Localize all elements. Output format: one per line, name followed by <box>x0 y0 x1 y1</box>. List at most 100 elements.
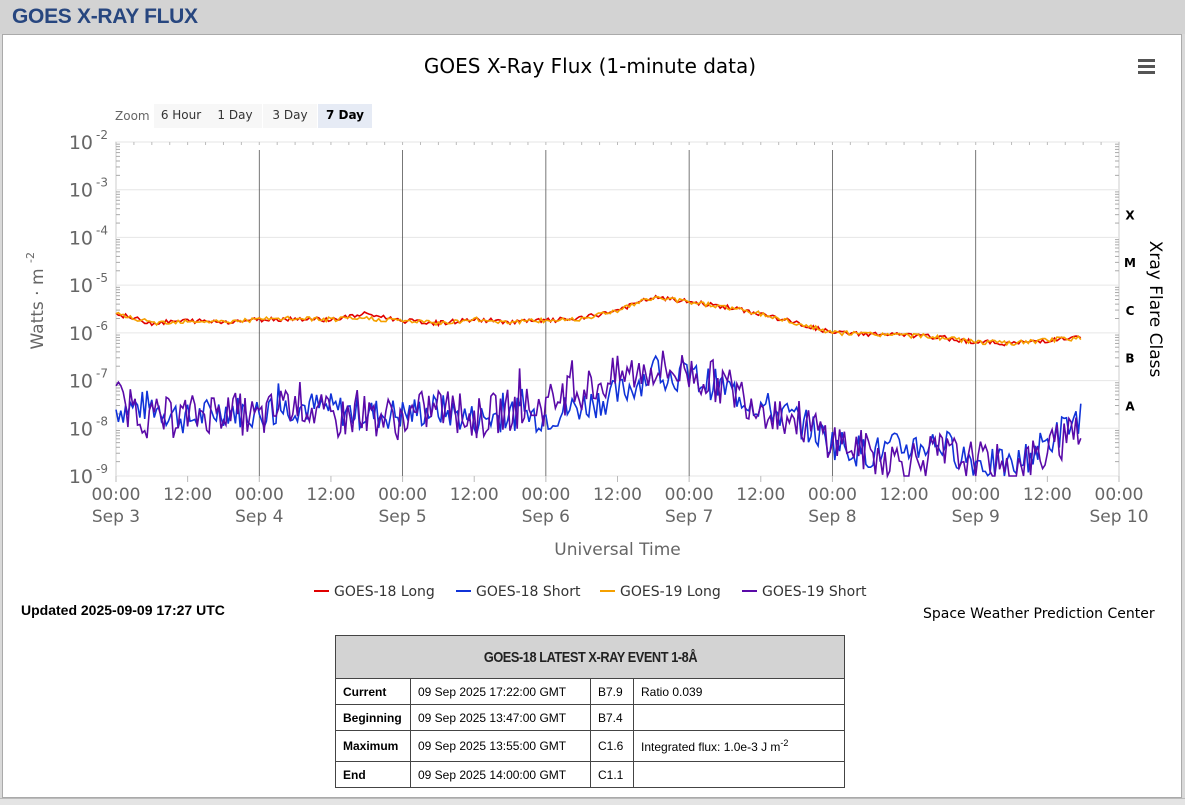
row-time: 09 Sep 2025 13:55:00 GMT <box>410 730 591 762</box>
y-tick-label: 10 <box>69 418 93 440</box>
legend-swatch <box>742 590 757 592</box>
row-class: C1.1 <box>590 761 634 788</box>
chart-menu-icon[interactable] <box>1138 59 1158 77</box>
legend-goes19-long[interactable]: GOES-19 Long <box>600 584 721 600</box>
x-tick-time: 00:00 <box>378 485 427 505</box>
credit-text: Space Weather Prediction Center <box>923 606 1155 622</box>
legend-label: GOES-19 Long <box>620 584 721 600</box>
y-axis-title-exponent: -2 <box>24 252 37 263</box>
event-table-title-text: GOES-18 LATEST X-RAY EVENT 1-8Å <box>483 648 697 666</box>
page-title: GOES X-RAY FLUX <box>12 5 198 28</box>
row-class: B7.9 <box>590 678 634 705</box>
x-tick-time: 00:00 <box>808 485 857 505</box>
table-row: Beginning 09 Sep 2025 13:47:00 GMT B7.4 <box>335 704 845 731</box>
table-row: End 09 Sep 2025 14:00:00 GMT C1.1 <box>335 761 845 788</box>
y-tick-label: 10 <box>69 180 93 202</box>
y-tick-label: 10 <box>69 466 93 488</box>
legend-label: GOES-19 Short <box>762 584 867 600</box>
chart-title: GOES X-Ray Flux (1-minute data) <box>424 54 756 78</box>
flare-class-label: A <box>1125 399 1135 413</box>
xray-event-table: GOES-18 LATEST X-RAY EVENT 1-8Å Current … <box>335 635 845 788</box>
flare-class-label: M <box>1124 256 1136 270</box>
flare-class-label: C <box>1126 304 1135 318</box>
zoom-7-day-button[interactable]: 7 Day <box>318 104 372 128</box>
series-line-goes-19-short <box>115 350 1082 479</box>
event-table-title: GOES-18 LATEST X-RAY EVENT 1-8Å <box>335 635 845 679</box>
x-tick-time: 12:00 <box>880 485 929 505</box>
series-line-goes-18-long <box>115 294 1082 347</box>
table-row: Maximum 09 Sep 2025 13:55:00 GMT C1.6 In… <box>335 730 845 762</box>
y-tick-exponent: -8 <box>96 414 108 428</box>
legend-label: GOES-18 Long <box>334 584 435 600</box>
legend-goes18-short[interactable]: GOES-18 Short <box>456 584 581 600</box>
x-tick-time: 00:00 <box>665 485 714 505</box>
flare-class-label: B <box>1125 352 1134 366</box>
row-class: B7.4 <box>590 704 634 731</box>
row-time: 09 Sep 2025 13:47:00 GMT <box>410 704 591 731</box>
x-axis-title: Universal Time <box>554 540 680 560</box>
row-label: Maximum <box>335 730 411 762</box>
row-extra <box>633 761 845 788</box>
table-row: Current 09 Sep 2025 17:22:00 GMT B7.9 Ra… <box>335 678 845 705</box>
y-tick-label: 10 <box>69 227 93 249</box>
y-axis-title: Watts · m <box>28 268 48 349</box>
x-tick-time: 00:00 <box>951 485 1000 505</box>
x-tick-date: Sep 6 <box>522 507 570 527</box>
row-time: 09 Sep 2025 17:22:00 GMT <box>410 678 591 705</box>
zoom-3-day-button[interactable]: 3 Day <box>263 104 317 128</box>
y-tick-label: 10 <box>69 132 93 154</box>
zoom-label: Zoom <box>115 109 150 123</box>
row-label: Beginning <box>335 704 411 731</box>
updated-timestamp: Updated 2025-09-09 17:27 UTC <box>21 602 225 618</box>
series-line-goes-18-short <box>115 354 1082 477</box>
header-bar: GOES X-RAY FLUX <box>0 0 1185 34</box>
x-tick-time: 12:00 <box>593 485 642 505</box>
legend-swatch <box>600 590 615 592</box>
y-tick-exponent: -2 <box>96 128 108 142</box>
x-tick-time: 00:00 <box>92 485 141 505</box>
y-tick-exponent: -4 <box>96 223 108 237</box>
row-extra: Integrated flux: 1.0e-3 J m-2 <box>633 730 845 762</box>
y-tick-exponent: -7 <box>96 367 108 381</box>
legend-goes19-short[interactable]: GOES-19 Short <box>742 584 867 600</box>
legend-goes18-long[interactable]: GOES-18 Long <box>314 584 435 600</box>
legend-swatch <box>456 590 471 592</box>
zoom-1-day-button[interactable]: 1 Day <box>208 104 262 128</box>
x-tick-date: Sep 5 <box>378 507 426 527</box>
row-time: 09 Sep 2025 14:00:00 GMT <box>410 761 591 788</box>
x-tick-time: 12:00 <box>163 485 212 505</box>
row-class: C1.6 <box>590 730 634 762</box>
y-tick-exponent: -9 <box>96 462 108 476</box>
legend-swatch <box>314 590 329 592</box>
row-extra <box>633 704 845 731</box>
plot-area <box>115 141 1120 477</box>
x-tick-time: 00:00 <box>521 485 570 505</box>
x-tick-date: Sep 4 <box>235 507 283 527</box>
y-tick-label: 10 <box>69 275 93 297</box>
legend-label: GOES-18 Short <box>476 584 581 600</box>
x-tick-date: Sep 7 <box>665 507 713 527</box>
integrated-flux-text: Integrated flux: 1.0e-3 J m <box>641 740 781 754</box>
y-tick-exponent: -3 <box>96 176 108 190</box>
flare-class-label: X <box>1125 208 1135 222</box>
bottom-bar <box>0 798 1185 805</box>
integrated-flux-exp: -2 <box>780 738 789 748</box>
xray-flux-chart: GOES X-Ray Flux (1-minute data) 10-210-3… <box>24 54 1165 560</box>
zoom-6-hour-button[interactable]: 6 Hour <box>154 104 208 128</box>
x-tick-time: 00:00 <box>1095 485 1144 505</box>
y-tick-exponent: -5 <box>96 271 108 285</box>
y-tick-exponent: -6 <box>96 319 108 333</box>
row-extra: Ratio 0.039 <box>633 678 845 705</box>
x-tick-date: Sep 3 <box>92 507 140 527</box>
x-tick-date: Sep 10 <box>1089 507 1148 527</box>
x-tick-time: 00:00 <box>235 485 284 505</box>
x-tick-time: 12:00 <box>736 485 785 505</box>
y-tick-label: 10 <box>69 371 93 393</box>
row-label: End <box>335 761 411 788</box>
x-tick-date: Sep 8 <box>808 507 856 527</box>
y-tick-label: 10 <box>69 323 93 345</box>
x-tick-time: 12:00 <box>306 485 355 505</box>
x-tick-time: 12:00 <box>1023 485 1072 505</box>
row-label: Current <box>335 678 411 705</box>
flare-class-axis-title: Xray Flare Class <box>1145 241 1165 378</box>
